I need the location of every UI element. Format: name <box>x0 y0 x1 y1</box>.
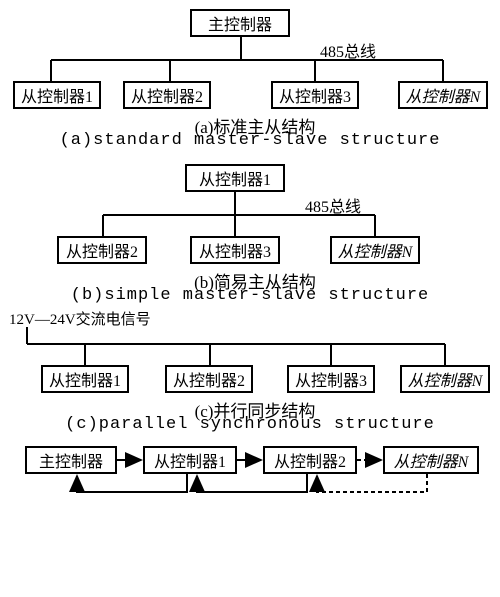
root-box-a: 主控制器 <box>190 9 290 37</box>
caption-c-cn: (c)并行同步结构 <box>5 397 500 422</box>
chain-box-d3: 从控制器N <box>383 446 479 474</box>
child-box-a3: 从控制器N <box>398 81 488 109</box>
caption-b-cn: (b)简易主从结构 <box>5 268 500 293</box>
root-box-b: 从控制器1 <box>185 164 285 192</box>
chain-box-d0: 主控制器 <box>25 446 117 474</box>
chain-box-d2: 从控制器2 <box>263 446 357 474</box>
child-box-a2: 从控制器3 <box>271 81 359 109</box>
bus-label-b: 485总线 <box>305 193 361 217</box>
chain-box-d1: 从控制器1 <box>143 446 237 474</box>
caption-a-cn: (a)标准主从结构 <box>5 113 500 138</box>
diagram-c: 12V—24V交流电信号 从控制器1 从控制器2 从控制器3 从控制器N (c)… <box>5 309 495 417</box>
child-box-c2: 从控制器3 <box>287 365 375 393</box>
signal-label-c: 12V—24V交流电信号 <box>9 308 151 329</box>
child-box-b2: 从控制器N <box>330 236 420 264</box>
diagram-b: 从控制器1 485总线 从控制器2 从控制器3 从控制器N (b)简易主从结构 <box>5 160 495 288</box>
child-box-c3: 从控制器N <box>400 365 490 393</box>
child-box-c0: 从控制器1 <box>41 365 129 393</box>
child-box-a0: 从控制器1 <box>13 81 101 109</box>
bus-label-a: 485总线 <box>320 38 376 62</box>
diagram-a: 主控制器 485总线 从控制器1 从控制器2 从控制器3 从控制器N (a)标准… <box>5 5 495 133</box>
child-box-b1: 从控制器3 <box>190 236 280 264</box>
child-box-b0: 从控制器2 <box>57 236 147 264</box>
diagram-d: 主控制器 从控制器1 从控制器2 从控制器N <box>5 442 495 512</box>
child-box-c1: 从控制器2 <box>165 365 253 393</box>
child-box-a1: 从控制器2 <box>123 81 211 109</box>
